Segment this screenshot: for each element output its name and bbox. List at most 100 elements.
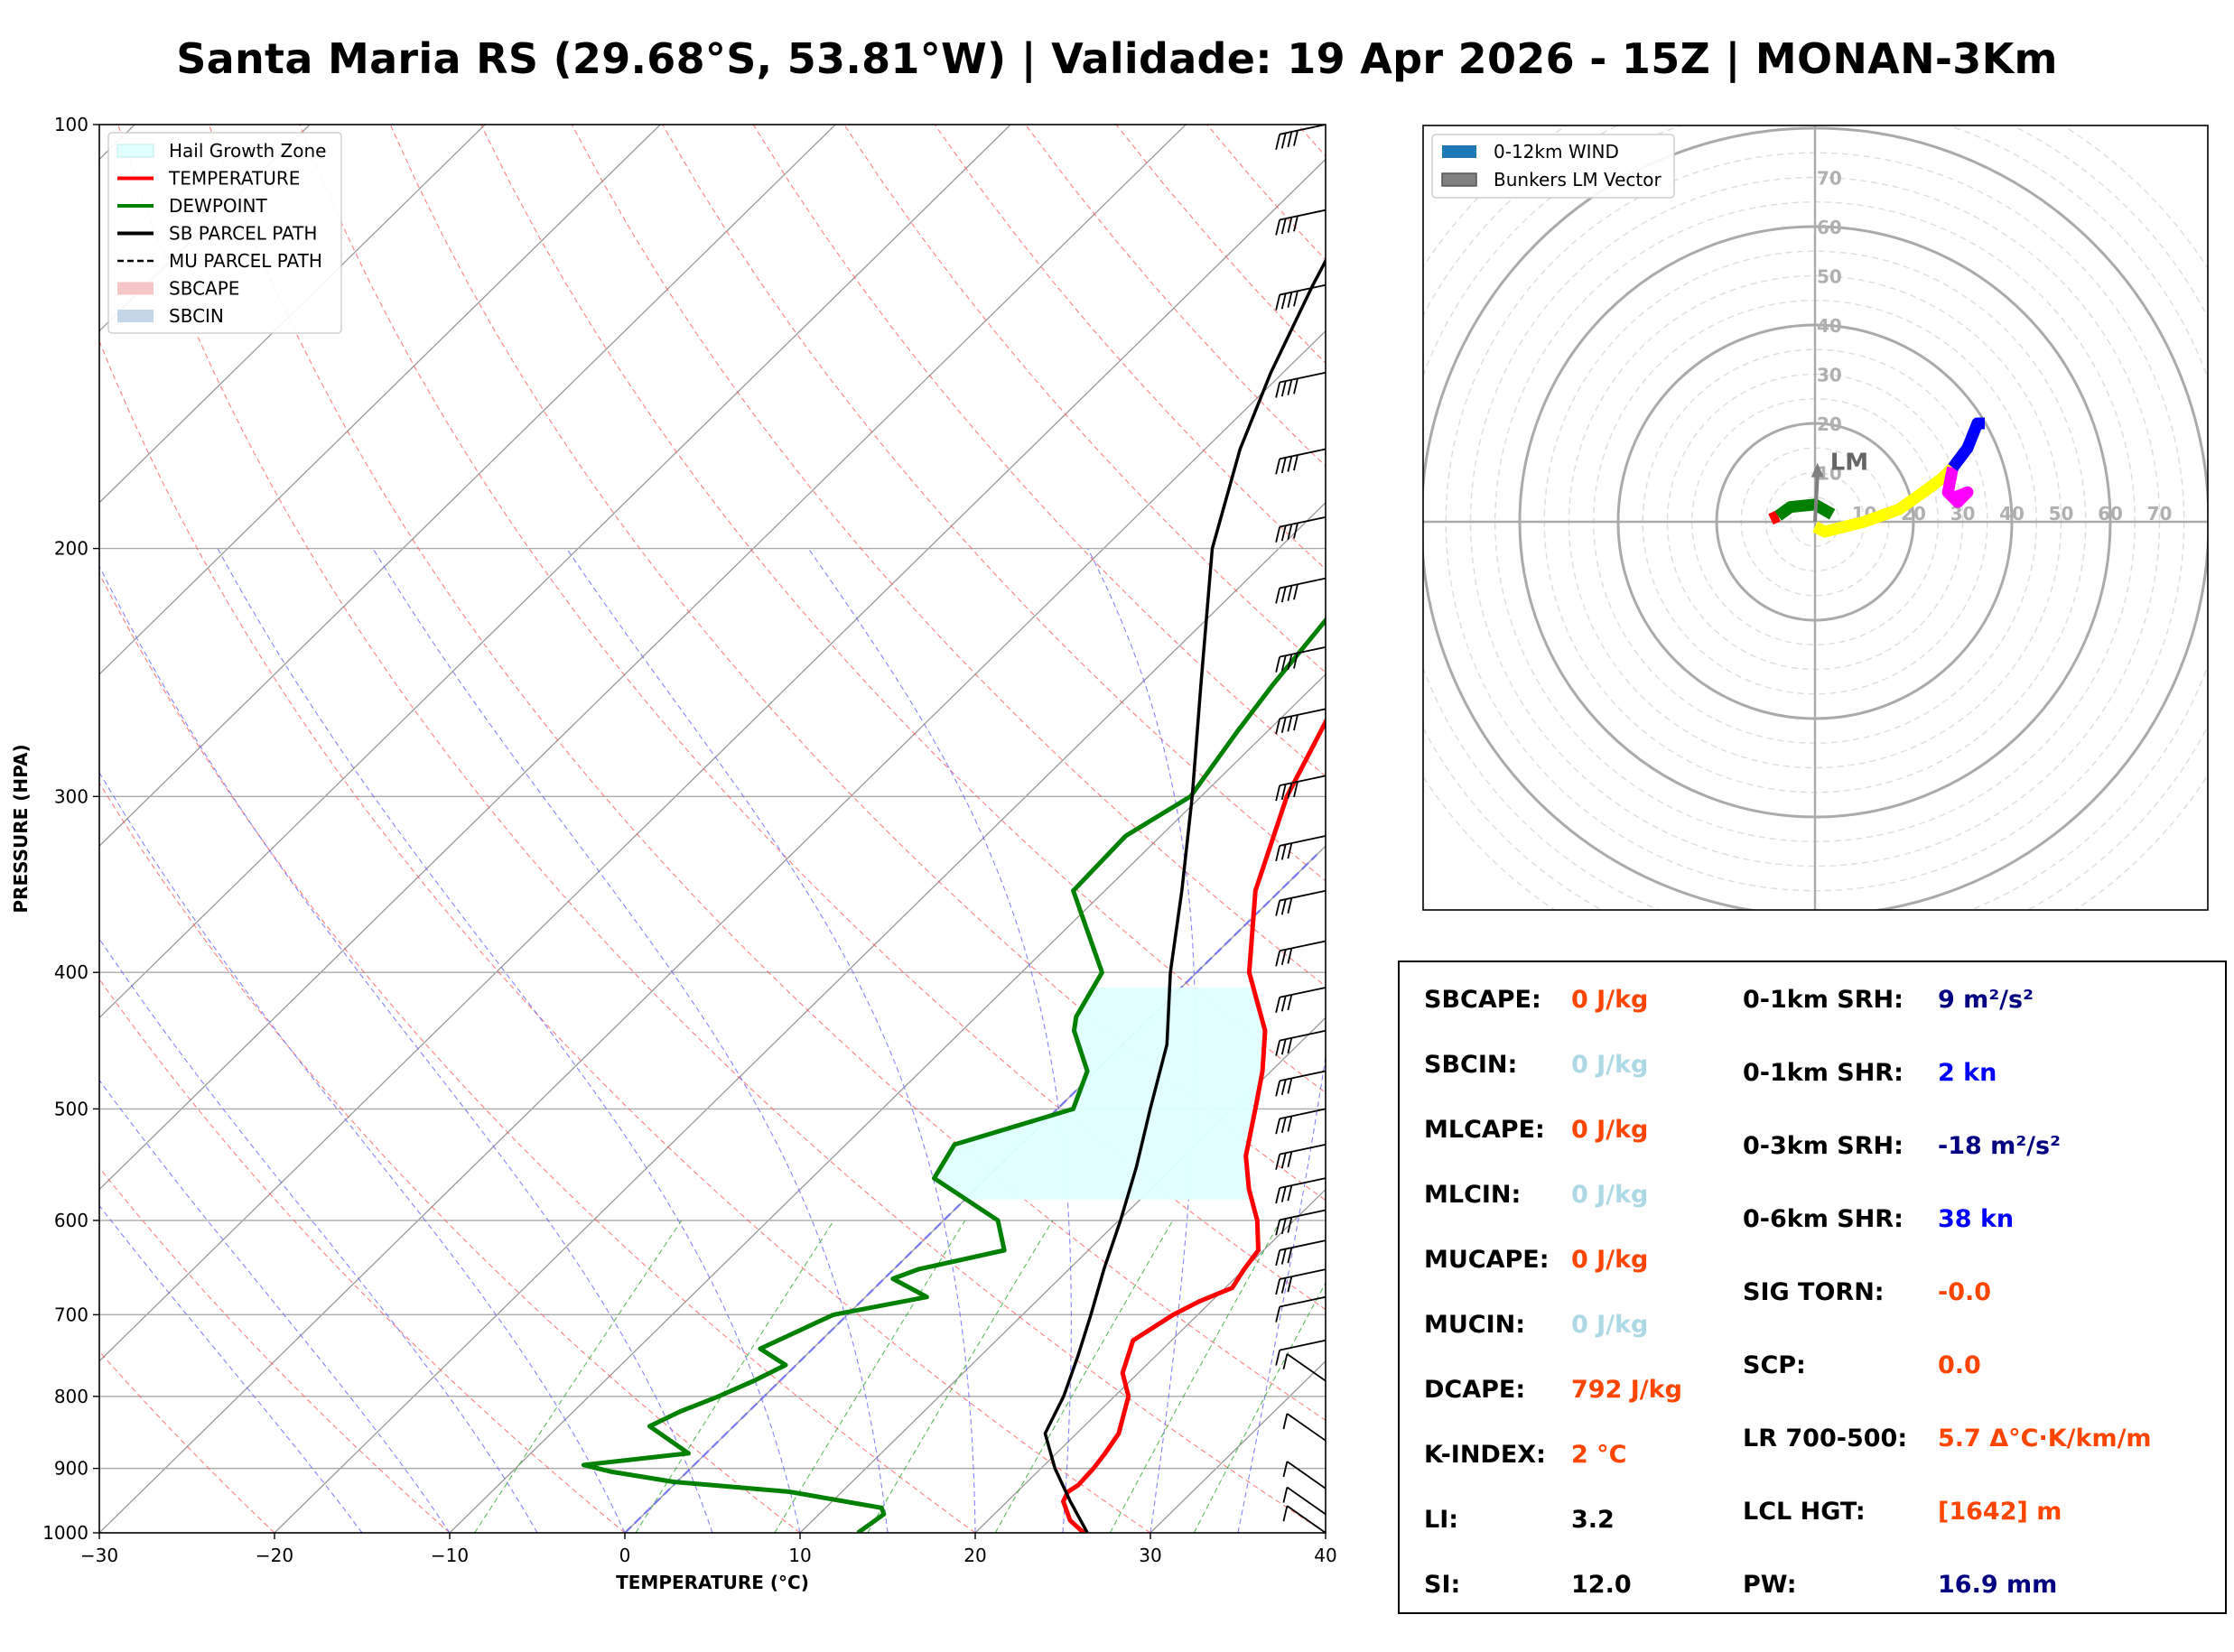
wind-barb	[1275, 1239, 1326, 1267]
bunkers-lm-label: LM	[1830, 450, 1868, 477]
stat-label: 0-1km SHR:	[1743, 1059, 1904, 1087]
wind-barb	[1282, 1353, 1326, 1382]
legend-label: SB PARCEL PATH	[169, 223, 317, 245]
stat-label: LI:	[1424, 1506, 1459, 1534]
indices-table: SBCAPE: 0 J/kg SBCIN: 0 J/kg MLCAPE: 0 J/kg ML…	[1398, 961, 2227, 1614]
stat-label: LR 700-500:	[1743, 1425, 1908, 1452]
wind-barb	[1275, 577, 1326, 604]
ring-label-x: 40	[1999, 503, 2025, 524]
dry-adiabat	[662, 125, 1326, 882]
wind-barb	[1275, 283, 1326, 311]
dry-adiabat	[99, 339, 1151, 1533]
dry-adiabat	[117, 125, 1326, 1533]
y-tick-label: 900	[54, 1458, 88, 1480]
legend-label: TEMPERATURE	[168, 168, 300, 190]
x-axis-label: TEMPERATURE (°C)	[616, 1572, 809, 1593]
x-tick-label: −10	[431, 1545, 469, 1566]
ring-label-y: 30	[1817, 365, 1842, 386]
stat-value: 12.0	[1571, 1571, 1632, 1599]
isotherm	[99, 329, 1326, 1533]
stat-value: 5.7 Δ°C·K/km/m	[1938, 1425, 2152, 1452]
wind-barb	[1275, 645, 1326, 673]
mixing-ratio-line	[635, 1220, 834, 1533]
y-tick-label: 100	[54, 114, 88, 135]
ring-label-y: 40	[1817, 315, 1842, 337]
y-tick-label: 1000	[42, 1522, 88, 1544]
x-tick-label: 30	[1139, 1545, 1161, 1566]
y-tick-label: 400	[54, 961, 88, 983]
isotherm	[449, 673, 1326, 1533]
hodograph-legend: 0-12km WIND Bunkers LM Vector	[1431, 134, 1675, 199]
legend-label: DEWPOINT	[169, 195, 267, 217]
wind-barb	[1275, 889, 1326, 916]
dry-adiabat	[99, 572, 976, 1533]
stat-label: 0-6km SHR:	[1743, 1205, 1904, 1233]
moist-adiabat	[99, 771, 626, 1533]
y-tick-label: 700	[54, 1304, 88, 1325]
stat-label: 0-1km SRH:	[1743, 986, 1904, 1014]
wind-barb	[1275, 708, 1326, 735]
stat-label: SCP:	[1743, 1351, 1806, 1379]
stat-value: 0 J/kg	[1571, 1246, 1649, 1274]
stat-label: MUCAPE:	[1424, 1246, 1550, 1274]
dry-adiabat	[752, 125, 1326, 777]
stat-label: MLCIN:	[1424, 1181, 1522, 1209]
wind-barb	[1275, 940, 1326, 967]
y-tick-label: 500	[54, 1098, 88, 1119]
dry-adiabat	[99, 1350, 275, 1533]
dry-adiabat	[99, 782, 801, 1533]
dry-adiabat	[389, 125, 1326, 1202]
wind-barb	[1282, 1413, 1326, 1442]
wind-barb	[1275, 835, 1326, 862]
ring-label-y: 60	[1817, 217, 1842, 238]
y-tick-label: 600	[54, 1210, 88, 1231]
dry-adiabat	[208, 125, 1326, 1421]
stat-label: SIG TORN:	[1743, 1278, 1885, 1306]
wind-barb	[1275, 1177, 1326, 1204]
bunkers-lm-arrowhead	[1810, 462, 1824, 478]
legend-swatch-sbcape	[117, 282, 154, 295]
moist-adiabat	[565, 548, 976, 1533]
isotherm	[624, 845, 1326, 1533]
x-tick-label: 0	[619, 1545, 631, 1566]
wind-barb	[1282, 1486, 1326, 1516]
stat-label: SI:	[1424, 1571, 1461, 1599]
ring-label-y: 70	[1817, 168, 1842, 190]
wind-barb	[1275, 1339, 1326, 1366]
wind-barb	[1275, 1268, 1326, 1295]
hodograph-segment	[1774, 498, 1836, 521]
stat-label: SBCAPE:	[1424, 986, 1541, 1014]
y-tick-label: 300	[54, 785, 88, 807]
wind-barb	[1275, 1209, 1326, 1236]
isotherm	[799, 1016, 1326, 1533]
isotherm	[99, 125, 486, 504]
stat-value: -0.0	[1938, 1278, 1992, 1306]
x-tick-label: 40	[1314, 1545, 1336, 1566]
wind-barb	[1275, 987, 1326, 1013]
hodograph-segment	[1768, 510, 1781, 525]
hodograph-segment	[1941, 466, 1974, 508]
wind-barb	[1275, 124, 1326, 151]
stat-value: 2 kn	[1938, 1059, 1997, 1087]
freezing-isotherm	[624, 854, 1317, 1533]
mixing-ratio-line	[1109, 1220, 1281, 1533]
skewt-frame	[98, 124, 1326, 1534]
hodograph-segment	[1812, 463, 1958, 538]
moist-adiabat	[1237, 1053, 1326, 1533]
skewt-panel: −30 −20 −10 0 10 20 30 40 100 200 300 400 500 600 700 8…	[10, 114, 1337, 1593]
legend-label: MU PARCEL PATH	[169, 250, 322, 272]
moist-adiabat	[99, 1204, 363, 1533]
legend-label: 0-12km WIND	[1494, 141, 1619, 162]
wind-barb	[1282, 1461, 1326, 1490]
stat-value: 3.2	[1571, 1506, 1615, 1534]
stat-value: -18 m²/s²	[1938, 1132, 2061, 1160]
moist-adiabat	[217, 548, 801, 1533]
legend-box	[1431, 134, 1675, 199]
legend-swatch	[1442, 145, 1476, 158]
stat-value: 0 J/kg	[1571, 1116, 1649, 1144]
legend-label: Hail Growth Zone	[169, 140, 326, 162]
isotherm	[99, 125, 311, 332]
x-tick-label: −20	[256, 1545, 293, 1566]
legend-swatch	[1441, 172, 1477, 187]
